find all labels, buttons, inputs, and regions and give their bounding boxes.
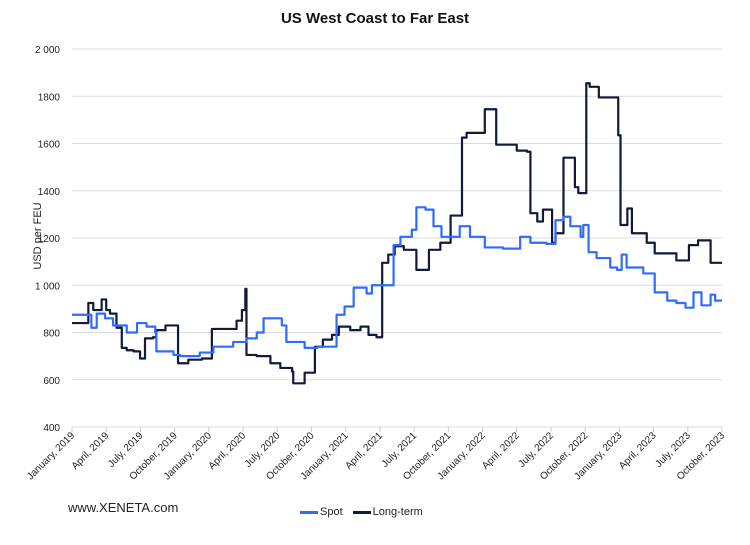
legend: Spot Long-term xyxy=(300,506,423,518)
series-line-spot xyxy=(72,206,722,358)
x-tick-label: April, 2019 xyxy=(70,430,112,472)
y-tick-label: 1800 xyxy=(38,92,61,103)
legend-swatch-long-term xyxy=(352,510,371,514)
source-credit: www.XENETA.com xyxy=(68,500,179,515)
y-tick-label: 1600 xyxy=(38,140,61,151)
y-tick-label: 1 000 xyxy=(35,281,60,292)
y-tick-label: 400 xyxy=(43,423,60,434)
x-tick-label: April, 2021 xyxy=(343,430,385,472)
y-tick-label: 2 000 xyxy=(35,45,60,56)
series-line-long-term xyxy=(72,82,722,385)
legend-label: Spot xyxy=(320,506,343,518)
legend-item-spot: Spot xyxy=(300,506,343,518)
x-tick-label: January, 2019 xyxy=(25,430,77,482)
y-tick-label: 800 xyxy=(43,329,60,340)
x-tick-label: April, 2020 xyxy=(207,430,249,472)
legend-swatch-spot xyxy=(300,510,318,514)
x-tick-label: April, 2022 xyxy=(480,430,522,472)
y-tick-label: 600 xyxy=(43,376,60,387)
chart-title: US West Coast to Far East xyxy=(280,10,470,27)
y-tick-label: 1200 xyxy=(38,234,61,245)
x-tick-label: April, 2023 xyxy=(617,430,659,472)
y-tick-label: 1400 xyxy=(38,187,61,198)
legend-item-long-term: Long-term xyxy=(352,506,423,518)
legend-label: Long-term xyxy=(372,506,423,518)
